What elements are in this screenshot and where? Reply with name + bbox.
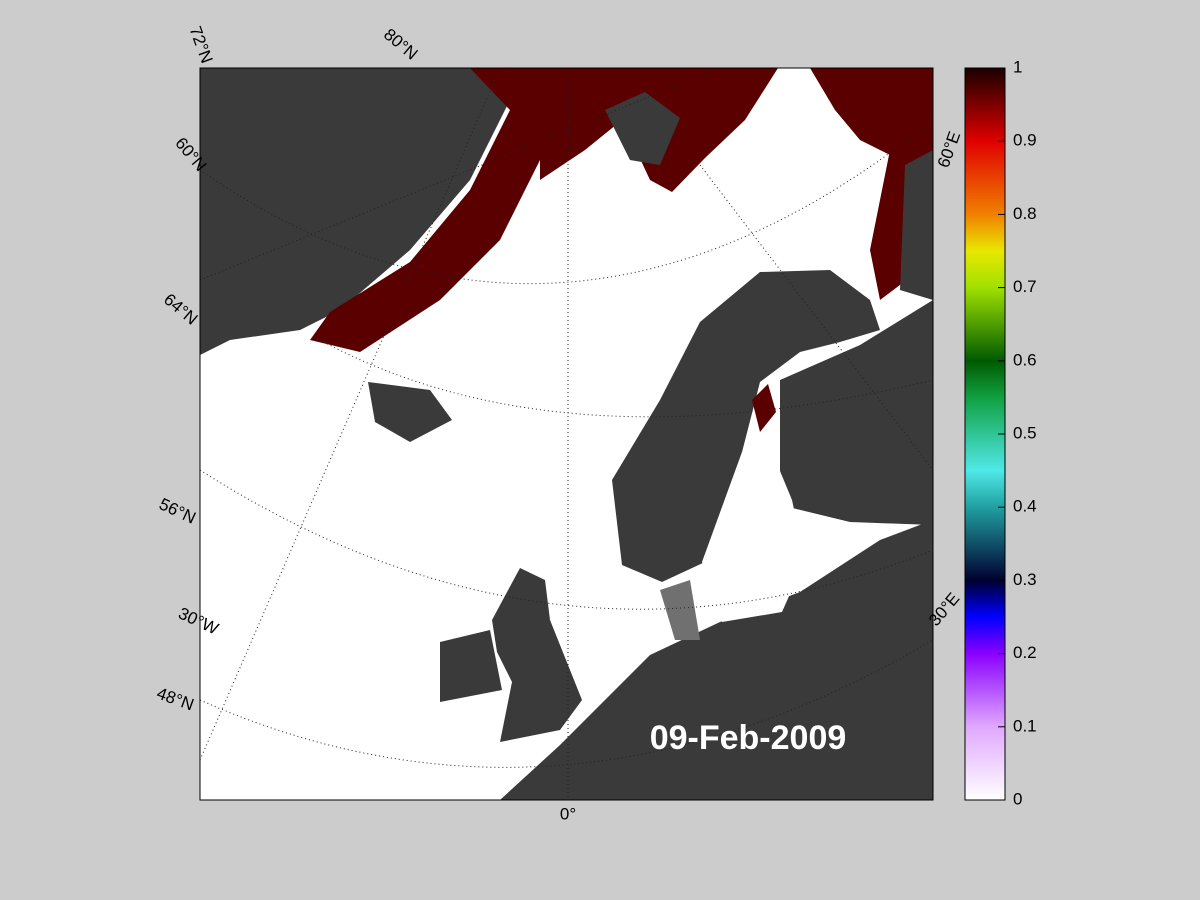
greenland — [200, 68, 520, 355]
great-britain — [492, 568, 582, 742]
colorbar-tick-label: 0.8 — [1013, 204, 1037, 223]
graticule-label: 0° — [560, 804, 576, 823]
colorbar-tick-label: 0.4 — [1013, 497, 1037, 516]
colorbar-ticks: 0 0.1 0.2 0.3 0.4 0.5 0.6 0.7 0.8 0.9 1 — [998, 57, 1037, 808]
colorbar-tick-label: 0.1 — [1013, 716, 1037, 735]
graticule-label: 80°N — [380, 25, 421, 64]
graticule-label: 64°N — [160, 290, 201, 329]
europe — [500, 520, 933, 800]
colorbar-tick-label: 0.9 — [1013, 131, 1037, 150]
graticule-label: 60°E — [934, 129, 965, 170]
ice-bothnia — [752, 384, 776, 432]
date-label: 09-Feb-2009 — [650, 719, 847, 757]
ice-northeast — [810, 68, 933, 160]
russia-north — [900, 150, 933, 300]
ireland — [440, 630, 502, 702]
graticule-label: 72°N — [186, 24, 217, 66]
colorbar-tick-label: 0.2 — [1013, 643, 1037, 662]
colorbar-tick-label: 1 — [1013, 57, 1022, 76]
colorbar-tick-label: 0.3 — [1013, 570, 1037, 589]
scandinavia — [612, 270, 880, 582]
colorbar-tick-label: 0.6 — [1013, 350, 1037, 369]
ice-greenland — [310, 68, 560, 352]
graticule-label: 48°N — [154, 684, 196, 715]
colorbar-tick-label: 0.7 — [1013, 277, 1037, 296]
colorbar-tick-label: 0.5 — [1013, 423, 1037, 442]
iceland — [368, 382, 452, 442]
map-frame — [199, 67, 934, 801]
colorbar-tick-label: 0 — [1013, 789, 1022, 808]
graticule-label: 56°N — [156, 494, 198, 527]
finland-russia — [780, 300, 933, 525]
baltic-sea — [702, 442, 805, 622]
lowlands — [660, 580, 700, 640]
graticule — [200, 68, 933, 800]
map — [200, 68, 933, 800]
svalbard — [605, 92, 680, 165]
